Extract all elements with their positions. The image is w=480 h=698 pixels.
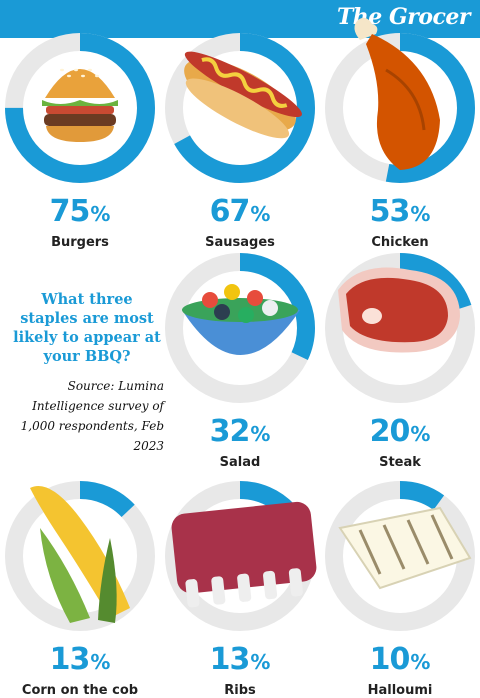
- percent-value: 32%: [160, 414, 320, 452]
- percent-number: 13: [49, 642, 91, 677]
- corn-icon: [30, 486, 130, 623]
- percent-number: 53: [369, 194, 411, 229]
- percent-unit: %: [90, 650, 111, 674]
- donut-arc: [325, 253, 475, 403]
- donut-tile: 32% Salad: [160, 220, 320, 470]
- donut-tile: 67% Sausages: [160, 0, 320, 250]
- hotdog-icon: [184, 51, 302, 139]
- donut-chart: [165, 481, 317, 631]
- percent-number: 67: [209, 194, 251, 229]
- percent-value: 13%: [160, 642, 320, 680]
- chicken-leg-icon: [354, 17, 440, 170]
- donut-chart: [325, 17, 475, 183]
- percent-number: 32: [209, 414, 251, 449]
- category-label: Salad: [219, 455, 261, 470]
- percent-number: 20: [369, 414, 411, 449]
- category-label: Halloumi: [367, 683, 433, 698]
- donut-arc: [5, 33, 155, 183]
- donut-tile: 20% Steak: [320, 220, 480, 470]
- category-label: Steak: [379, 455, 421, 470]
- category-label: Sausages: [205, 235, 275, 250]
- percent-value: 20%: [320, 414, 480, 452]
- burger-icon: [42, 68, 118, 142]
- percent-number: 13: [209, 642, 251, 677]
- donut-tile: 13% Corn on the cob: [0, 448, 160, 698]
- percent-unit: %: [250, 650, 271, 674]
- donut-arc: [325, 33, 475, 183]
- percent-unit: %: [250, 202, 271, 226]
- salad-bowl-icon: [182, 284, 300, 355]
- donut-tile: 13% Ribs: [160, 448, 320, 698]
- percent-unit: %: [410, 422, 431, 446]
- percent-value: 67%: [160, 194, 320, 232]
- donut-chart: [5, 481, 155, 631]
- percent-value: 53%: [320, 194, 480, 232]
- donut-arc: [325, 481, 475, 631]
- donut-chart: [325, 253, 475, 403]
- donut-arc: [165, 481, 315, 631]
- category-label: Chicken: [371, 235, 429, 250]
- percent-value: 13%: [0, 642, 160, 680]
- donut-chart: [165, 253, 315, 403]
- donut-tile: 75% Burgers: [0, 0, 160, 250]
- percent-value: 75%: [0, 194, 160, 232]
- donut-tile: 53% Chicken: [320, 0, 480, 250]
- chart-question: What three staples are most likely to ap…: [13, 291, 161, 365]
- category-label: Burgers: [51, 235, 109, 250]
- percent-unit: %: [410, 650, 431, 674]
- donut-chart: [165, 33, 315, 183]
- percent-unit: %: [250, 422, 271, 446]
- percent-unit: %: [410, 202, 431, 226]
- donut-chart: [5, 33, 155, 183]
- donut-tile: 10% Halloumi: [320, 448, 480, 698]
- steak-icon: [338, 267, 460, 353]
- ribs-icon: [171, 501, 317, 608]
- percent-number: 75: [49, 194, 91, 229]
- donut-chart: [325, 481, 475, 631]
- category-label: Corn on the cob: [21, 683, 139, 698]
- donut-arc: [5, 481, 155, 631]
- halloumi-icon: [338, 506, 472, 590]
- donut-arc: [165, 253, 315, 403]
- donut-arc: [165, 33, 315, 183]
- percent-unit: %: [90, 202, 111, 226]
- top-bar: The Grocer: [0, 0, 480, 38]
- source-note: Source: Lumina Intelligence survey of 1,…: [20, 379, 164, 453]
- percent-value: 10%: [320, 642, 480, 680]
- percent-number: 10: [369, 642, 411, 677]
- category-label: Ribs: [224, 683, 256, 698]
